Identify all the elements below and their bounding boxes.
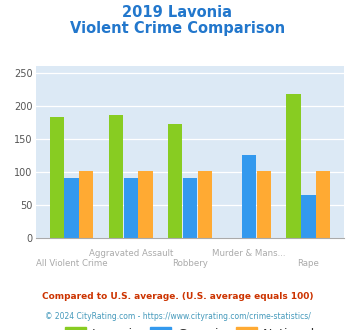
Bar	[109, 115, 123, 238]
Text: 2019 Lavonia: 2019 Lavonia	[122, 5, 233, 20]
Bar	[50, 117, 64, 238]
Bar	[79, 171, 93, 238]
Text: Compared to U.S. average. (U.S. average equals 100): Compared to U.S. average. (U.S. average …	[42, 292, 313, 301]
Text: All Violent Crime: All Violent Crime	[36, 259, 107, 268]
Text: Robbery: Robbery	[172, 259, 208, 268]
Text: Murder & Mans...: Murder & Mans...	[212, 249, 286, 258]
Bar	[168, 124, 182, 238]
Text: Aggravated Assault: Aggravated Assault	[88, 249, 173, 258]
Bar	[124, 178, 138, 238]
Bar	[316, 171, 330, 238]
Bar	[301, 195, 316, 238]
Bar	[64, 178, 78, 238]
Text: © 2024 CityRating.com - https://www.cityrating.com/crime-statistics/: © 2024 CityRating.com - https://www.city…	[45, 312, 310, 321]
Bar	[286, 94, 301, 238]
Bar	[257, 171, 271, 238]
Legend: Lavonia, Georgia, National: Lavonia, Georgia, National	[60, 322, 320, 330]
Bar	[138, 171, 153, 238]
Bar	[198, 171, 212, 238]
Bar	[242, 155, 256, 238]
Bar	[183, 178, 197, 238]
Text: Violent Crime Comparison: Violent Crime Comparison	[70, 21, 285, 36]
Text: Rape: Rape	[297, 259, 320, 268]
